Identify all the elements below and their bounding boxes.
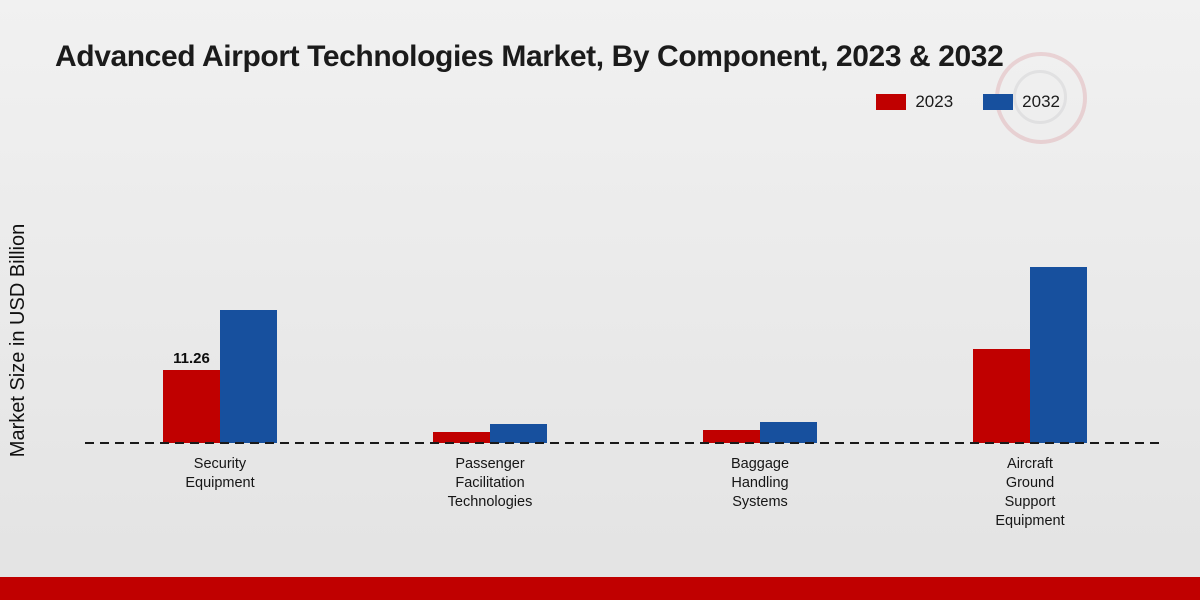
chart-legend: 2023 2032 [876, 92, 1060, 112]
footer-accent-bar [0, 577, 1200, 600]
category-label-aircraft-ground-support-equipment: Aircraft Ground Support Equipment [995, 456, 1065, 530]
watermark-inner-ring [1013, 70, 1067, 124]
category-label-security-equipment: Security Equipment [185, 456, 255, 492]
bar-holder [433, 432, 490, 443]
category-group-aircraft-ground-support-equipment: Aircraft Ground Support Equipment [895, 200, 1165, 529]
legend-item-2023: 2023 [876, 92, 953, 112]
y-axis-label: Market Size in USD Billion [7, 223, 30, 457]
bar-2032-security-equipment [220, 310, 277, 443]
category-group-baggage-handling-systems: Baggage Handling Systems [625, 200, 895, 510]
legend-item-2032: 2032 [983, 92, 1060, 112]
bar-holder [490, 424, 547, 443]
legend-swatch-2023 [876, 94, 907, 110]
x-axis-baseline [85, 442, 1165, 444]
bar-holder [703, 430, 760, 443]
bar-holder [973, 349, 1030, 443]
bar-2032-baggage-handling-systems [760, 422, 817, 443]
legend-label: 2023 [915, 92, 954, 111]
bar-holder [1030, 267, 1087, 443]
category-group-security-equipment: 11.26 Security Equipment [85, 200, 355, 491]
bar-2023-baggage-handling-systems [703, 430, 760, 443]
bar-pair [973, 267, 1087, 443]
category-group-passenger-facilitation-technologies: Passenger Facilitation Technologies [355, 200, 625, 510]
bar-2032-aircraft-ground-support-equipment [1030, 267, 1087, 443]
legend-swatch-2032 [983, 94, 1014, 110]
chart-title: Advanced Airport Technologies Market, By… [55, 40, 1004, 73]
bar-2023-aircraft-ground-support-equipment [973, 349, 1030, 443]
plot-area: 11.26 Security Equipment Passenger Facilit… [85, 200, 1165, 529]
bar-holder [760, 422, 817, 443]
category-label-passenger-facilitation-technologies: Passenger Facilitation Technologies [447, 456, 533, 511]
bar-holder [220, 310, 277, 443]
bar-2032-passenger-facilitation-technologies [490, 424, 547, 443]
y-axis-label-wrap: Market Size in USD Billion [0, 60, 38, 600]
bar-2023-security-equipment [163, 370, 220, 443]
bar-holder: 11.26 [163, 350, 220, 443]
bar-value-label: 11.26 [173, 350, 210, 367]
bar-pair [703, 422, 817, 443]
bar-pair [433, 424, 547, 443]
legend-label: 2032 [1022, 92, 1060, 111]
bar-pair: 11.26 [163, 310, 277, 443]
bar-2023-passenger-facilitation-technologies [433, 432, 490, 443]
category-label-baggage-handling-systems: Baggage Handling Systems [730, 456, 790, 511]
